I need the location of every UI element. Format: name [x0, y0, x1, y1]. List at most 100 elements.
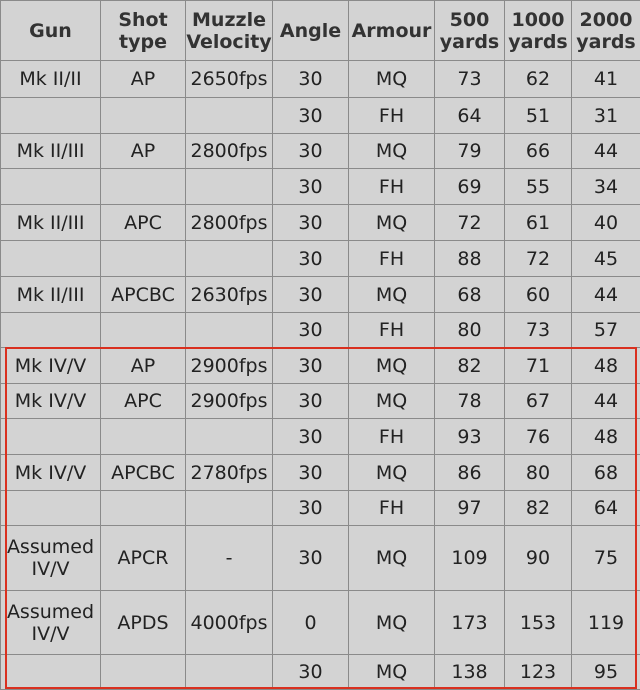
table-cell: 93 [435, 419, 505, 455]
table-cell [186, 169, 273, 205]
table-cell: Mk II/III [1, 277, 101, 313]
table-cell: 2650fps [186, 61, 273, 98]
table-cell [101, 419, 186, 455]
table-cell: MQ [349, 134, 435, 169]
table-cell: Mk IV/V [1, 348, 101, 384]
column-header: Gun [1, 1, 101, 61]
table-cell: 30 [273, 455, 349, 491]
table-cell: 82 [505, 491, 572, 526]
table-cell: 34 [572, 169, 640, 205]
table-cell: APDS [101, 591, 186, 655]
table-cell [101, 169, 186, 205]
table-cell: 68 [572, 455, 640, 491]
table-cell [101, 313, 186, 348]
table-cell: 61 [505, 205, 572, 241]
table-cell: 30 [273, 98, 349, 134]
table-cell: Assumed IV/V [1, 526, 101, 591]
table-cell: 48 [572, 419, 640, 455]
table-cell [1, 491, 101, 526]
table-cell: 79 [435, 134, 505, 169]
table-cell: 73 [435, 61, 505, 98]
column-header: Armour [349, 1, 435, 61]
table-cell: 30 [273, 348, 349, 384]
table-cell: 41 [572, 61, 640, 98]
table-cell: FH [349, 313, 435, 348]
table-cell: FH [349, 419, 435, 455]
table-cell: FH [349, 169, 435, 205]
table-cell [186, 491, 273, 526]
table-cell: 30 [273, 61, 349, 98]
table-cell: 72 [505, 241, 572, 277]
table-cell: 2900fps [186, 348, 273, 384]
table-cell: 78 [435, 384, 505, 419]
table-cell [1, 241, 101, 277]
table-cell: 138 [435, 655, 505, 690]
table-cell: 2900fps [186, 384, 273, 419]
table-cell: MQ [349, 61, 435, 98]
table-cell: 72 [435, 205, 505, 241]
table-cell: 30 [273, 491, 349, 526]
table-cell: 64 [572, 491, 640, 526]
table-cell: 44 [572, 134, 640, 169]
table-cell: 75 [572, 526, 640, 591]
table-cell: 80 [435, 313, 505, 348]
table-cell [186, 655, 273, 690]
table-cell: AP [101, 348, 186, 384]
table-cell: 30 [273, 526, 349, 591]
table-cell [186, 419, 273, 455]
table-cell: 90 [505, 526, 572, 591]
table-cell: 57 [572, 313, 640, 348]
table-cell: 31 [572, 98, 640, 134]
table-cell: 68 [435, 277, 505, 313]
table-cell: - [186, 526, 273, 591]
table-cell: 2800fps [186, 134, 273, 169]
column-header: Angle [273, 1, 349, 61]
table-cell: 80 [505, 455, 572, 491]
table-cell: 88 [435, 241, 505, 277]
table-cell: 44 [572, 384, 640, 419]
table-cell: 55 [505, 169, 572, 205]
table-cell: MQ [349, 277, 435, 313]
column-header: 1000 yards [505, 1, 572, 61]
table-cell [1, 313, 101, 348]
table-cell [1, 98, 101, 134]
table-cell: 67 [505, 384, 572, 419]
table-cell: 109 [435, 526, 505, 591]
table-cell: Mk II/III [1, 134, 101, 169]
table-cell: FH [349, 98, 435, 134]
table-cell: APCBC [101, 277, 186, 313]
table-cell: 64 [435, 98, 505, 134]
table-cell: APC [101, 384, 186, 419]
table-cell: 95 [572, 655, 640, 690]
table-cell: 123 [505, 655, 572, 690]
table-cell: 30 [273, 655, 349, 690]
table-cell: APC [101, 205, 186, 241]
table-cell: 73 [505, 313, 572, 348]
table-cell: 119 [572, 591, 640, 655]
table-cell: 76 [505, 419, 572, 455]
table-cell: 51 [505, 98, 572, 134]
table-cell [186, 241, 273, 277]
table-cell: 30 [273, 419, 349, 455]
table-cell [101, 655, 186, 690]
table-cell [186, 98, 273, 134]
table-cell: 44 [572, 277, 640, 313]
column-header: Shot type [101, 1, 186, 61]
column-header: Muzzle Velocity [186, 1, 273, 61]
table-cell: 48 [572, 348, 640, 384]
table-cell: 30 [273, 313, 349, 348]
